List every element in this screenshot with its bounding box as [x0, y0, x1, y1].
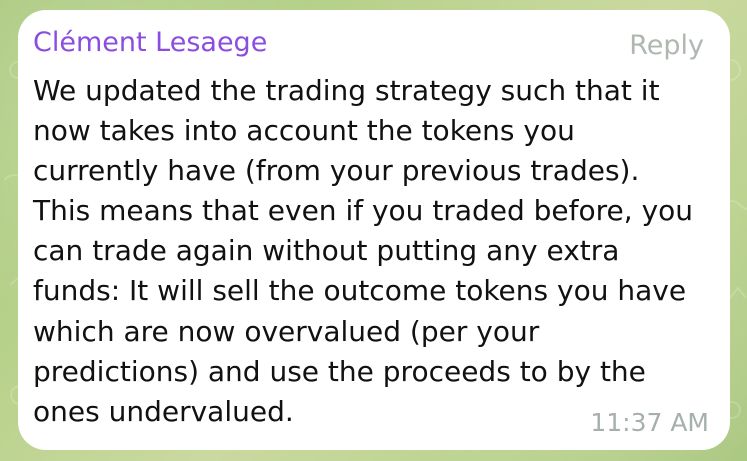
reply-button[interactable]: Reply: [629, 30, 704, 61]
message-timestamp: 11:37 AM: [590, 408, 709, 437]
message-text: We updated the trading strategy such tha…: [33, 74, 694, 428]
message-bubble: Clément Lesaege Reply We updated the tra…: [18, 10, 730, 450]
sender-name[interactable]: Clément Lesaege: [33, 27, 268, 58]
